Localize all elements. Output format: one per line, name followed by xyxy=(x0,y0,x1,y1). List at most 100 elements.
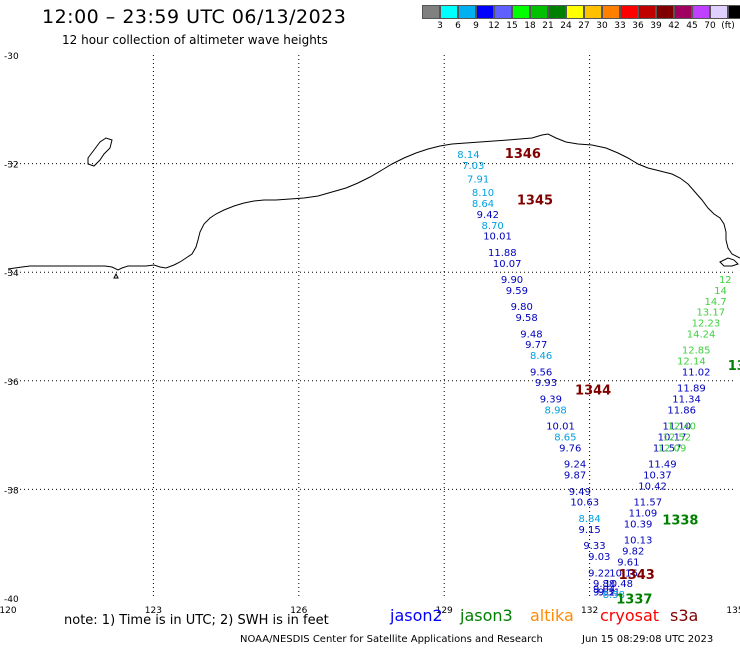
jason2-swh-value: 9.59 xyxy=(506,286,528,297)
kangaroo-island xyxy=(719,257,739,267)
satellite-jason3: jason3 xyxy=(460,606,513,625)
jason2-swh-value: 7.91 xyxy=(467,175,489,186)
lat-lon-grid xyxy=(8,55,735,598)
offshore-island xyxy=(87,137,113,167)
satellite-altika: altika xyxy=(530,606,574,625)
jason2-swh-value: 11.57 xyxy=(653,443,682,454)
lat-tick-label: -40 xyxy=(4,595,19,605)
legend-swatch xyxy=(440,5,458,19)
credit-line: NOAA/NESDIS Center for Satellite Applica… xyxy=(240,634,543,645)
jason2-swh-value: 9.31 xyxy=(598,587,620,598)
legend-swatch xyxy=(476,5,494,19)
legend-swatch xyxy=(566,5,584,19)
jason2-swh-value: 11.02 xyxy=(682,367,711,378)
pass-time-label: 1337 xyxy=(616,592,652,607)
jason2-swh-value: 10.42 xyxy=(638,481,667,492)
legend-swatch xyxy=(728,5,740,19)
pass-time-labels: 1346 1345 1344 1343 1337 1338 13 xyxy=(505,147,740,607)
legend-label: 6 xyxy=(455,21,461,31)
legend-swatch xyxy=(620,5,638,19)
jason3-swh-value: 12.09 xyxy=(658,443,687,454)
jason2-swh-value: 8.84 xyxy=(578,514,600,525)
jason3-swh-value: 12.14 xyxy=(677,357,706,368)
legend-label: (ft) xyxy=(721,21,735,31)
legend-label: 36 xyxy=(632,21,644,31)
jason2-swh-value: 8.10 xyxy=(472,188,494,199)
jason2-swh-value: 9.77 xyxy=(525,340,547,351)
jason3-swh-value: 14 xyxy=(714,286,727,297)
pass-time-label: 1343 xyxy=(619,568,655,583)
legend-swatch xyxy=(674,5,692,19)
lon-tick-label: 135 xyxy=(726,606,740,616)
jason2-swh-value: 11.34 xyxy=(672,395,701,406)
legend-label: 12 xyxy=(488,21,500,31)
jason2-swh-value: 10.17 xyxy=(658,433,687,444)
legend-labels: 3 6 9 12 15 18 21 24 27 30 33 36 39 42 45 70 (ft) xyxy=(422,19,740,31)
pass-time-label: 1344 xyxy=(575,383,611,398)
generated-timestamp: Jun 15 08:29:08 UTC 2023 xyxy=(582,634,714,645)
lon-tick-label: 132 xyxy=(581,606,598,616)
jason2-swh-value: 9.76 xyxy=(559,443,581,454)
jason3-swh-value: 12.40 xyxy=(667,422,696,433)
jason2-swh-value: 8.98 xyxy=(545,405,567,416)
legend-label: 24 xyxy=(560,21,572,31)
pass-time-label: 1345 xyxy=(517,193,553,208)
jason2-swh-value: 11.89 xyxy=(677,384,706,395)
pass-time-label: 13 xyxy=(728,359,740,374)
legend-label: 30 xyxy=(596,21,608,31)
jason2-swh-value: 8.70 xyxy=(482,221,504,232)
legend-swatch xyxy=(530,5,548,19)
pass-time-label: 1338 xyxy=(662,514,698,529)
legend-label: 45 xyxy=(686,21,698,31)
lat-tick-label: -36 xyxy=(4,378,19,388)
satellite-jason2: jason2 xyxy=(390,606,443,625)
legend-label: 42 xyxy=(668,21,680,31)
lat-tick-label: -38 xyxy=(4,486,19,496)
jason2-swh-value: 9.24 xyxy=(564,460,586,471)
jason2-swh-value: 9.15 xyxy=(578,525,600,536)
jason2-swh-value: 9.52 xyxy=(593,587,615,598)
australia-south-coastline xyxy=(7,133,740,271)
jason2-swh-value: 8.14 xyxy=(457,150,479,161)
jason2-swh-value: 9.48 xyxy=(520,329,542,340)
jason2-swh-value: 9.33 xyxy=(583,541,605,552)
legend-swatch xyxy=(458,5,476,19)
legend-label: 18 xyxy=(524,21,536,31)
jason2-swh-value: 9.04 xyxy=(593,585,615,596)
jason2-swh-value: 10.37 xyxy=(643,471,672,482)
jason2-swh-value: 9.90 xyxy=(501,275,523,286)
jason2-swh-value: 11.57 xyxy=(633,498,662,509)
legend-label: 70 xyxy=(704,21,716,31)
lon-tick-label: 126 xyxy=(290,606,307,616)
jason2-swh-value: 10.13 xyxy=(624,536,653,547)
jason2-swh-value: 9.03 xyxy=(588,552,610,563)
jason2-swh-value: 9.61 xyxy=(617,557,639,568)
legend-swatch xyxy=(494,5,512,19)
jason2-swh-value: 9.80 xyxy=(511,302,533,313)
pass-time-label: 1346 xyxy=(505,147,541,162)
jason2-swh-value: 8.46 xyxy=(530,351,552,362)
legend-label: 15 xyxy=(506,21,518,31)
lat-tick-label: -32 xyxy=(4,161,19,171)
legend-label: 3 xyxy=(437,21,443,31)
legend-label: 33 xyxy=(614,21,626,31)
jason3-swh-value: 12.23 xyxy=(692,319,721,330)
jason2-swh-value: 10.63 xyxy=(570,498,599,509)
legend-swatches xyxy=(422,5,740,19)
legend-swatch xyxy=(548,5,566,19)
jason2-swh-value: 10.07 xyxy=(493,259,522,270)
jason3-swh-value: 12 xyxy=(719,275,732,286)
lon-tick-label: 120 xyxy=(0,606,17,616)
jason2-swh-value: 11.49 xyxy=(648,460,677,471)
jason2-swh-value: 10.01 xyxy=(546,422,575,433)
jason2-swh-value: 11.86 xyxy=(667,405,696,416)
wave-height-legend: 3 6 9 12 15 18 21 24 27 30 33 36 39 42 45 70 (ft) xyxy=(422,5,740,31)
jason3-swh-value: 12.85 xyxy=(682,346,711,357)
jason3-swh-value: 12.52 xyxy=(663,433,692,444)
jason2-track: 8.147.037.918.108.649.428.7010.0111.8810… xyxy=(457,150,710,601)
jason2-swh-value: 10.48 xyxy=(604,579,633,590)
lat-tick-label: -30 xyxy=(4,52,19,62)
axis-tick-labels: 120 123 126 129 132 135 -30 -32 -34 -36 -38 -40 xyxy=(0,52,740,616)
legend-label: 39 xyxy=(650,21,662,31)
